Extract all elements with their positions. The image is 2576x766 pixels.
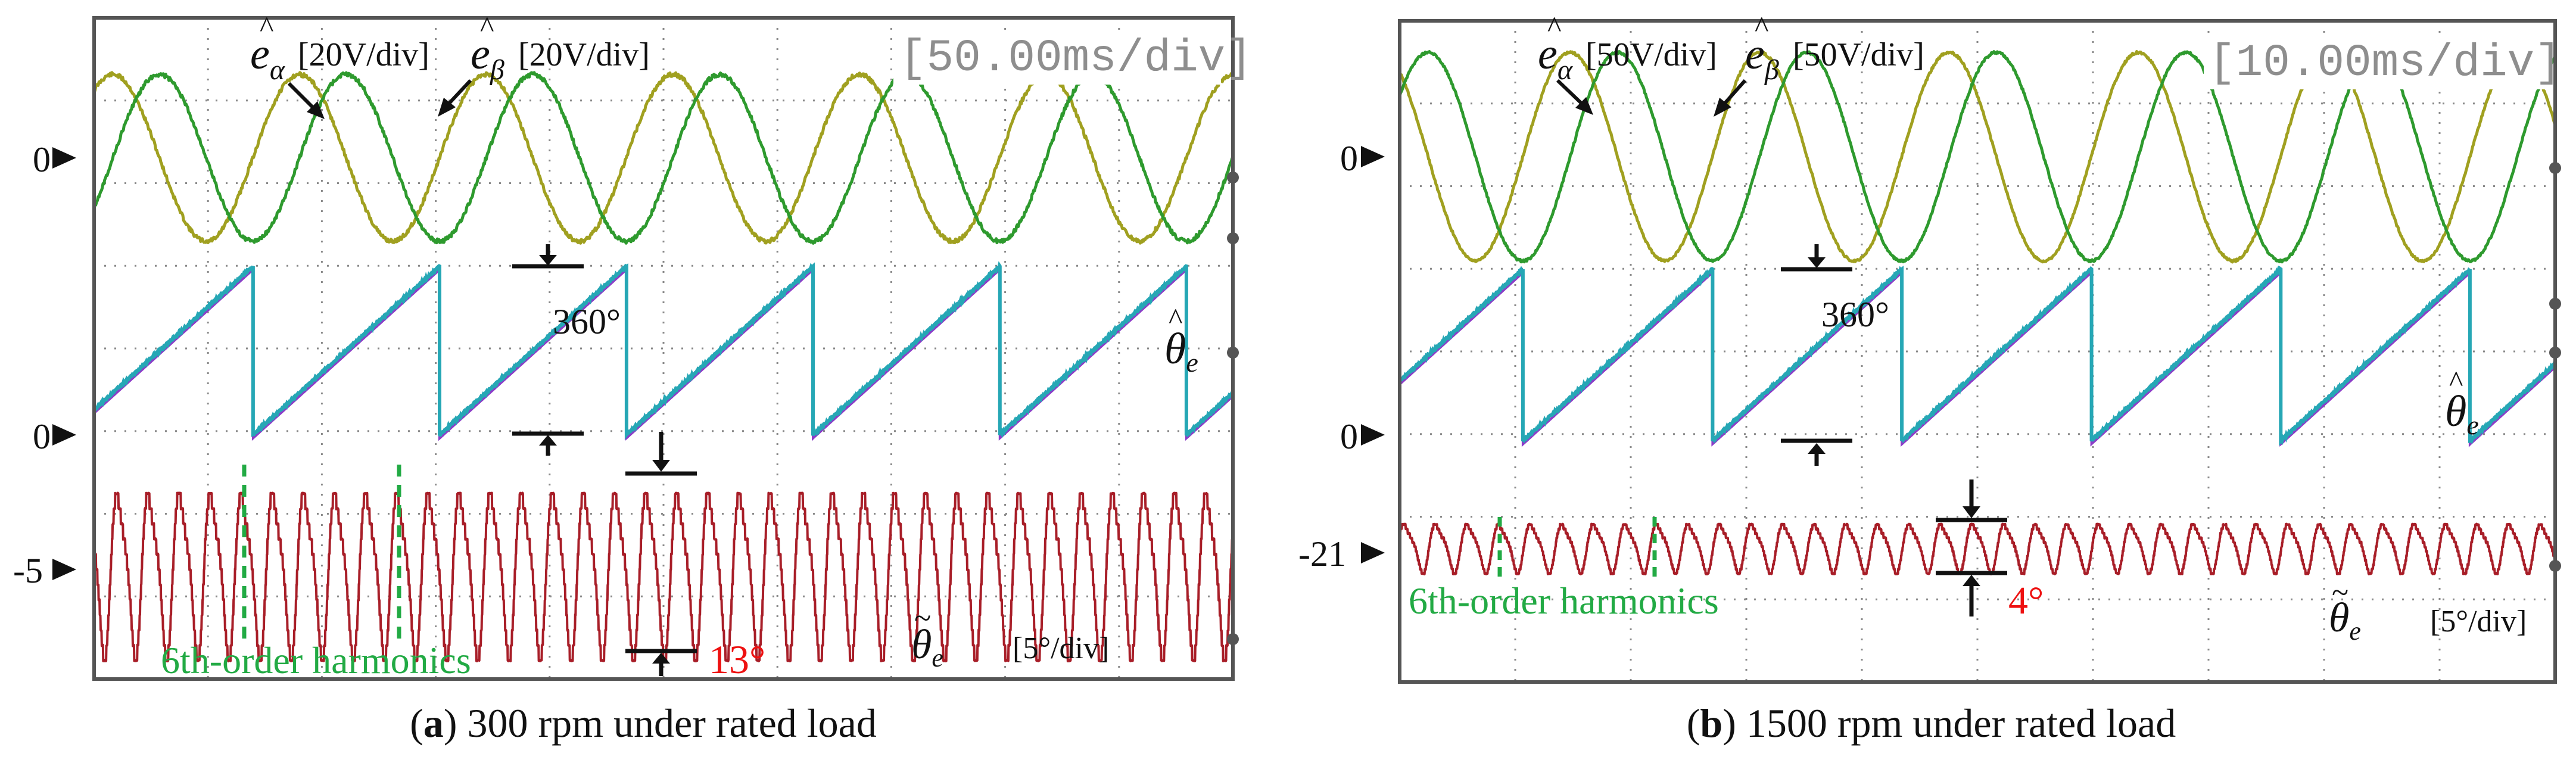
svg-text:[20V/div]: [20V/div]	[298, 36, 429, 73]
marker-theta-b: 0	[1340, 417, 1385, 456]
wave-thetaerr	[1398, 522, 2556, 575]
label-360-a: 360°	[553, 302, 621, 341]
wave-thetahat	[92, 261, 1235, 440]
svg-text:^: ^	[480, 10, 494, 43]
wave-thetahat	[1398, 265, 2556, 446]
wave-ealpha	[93, 71, 1235, 245]
label-ealpha-b: eα ^ [50V/div]	[1538, 10, 1717, 86]
label-amp-b: 4°	[2008, 579, 2044, 622]
arrow-ealpha-a	[287, 82, 325, 119]
label-360-b: 360°	[1821, 295, 1889, 334]
svg-text:[50V/div]: [50V/div]	[1586, 36, 1717, 73]
label-ealpha-a: eα ^ [20V/div]	[250, 10, 429, 86]
svg-text:^: ^	[2449, 365, 2463, 398]
svg-text:eα: eα	[1538, 30, 1573, 86]
label-thetahat-a: θe ^	[1164, 302, 1198, 378]
label-amp-a: 13°	[709, 637, 765, 682]
marker-emf-b: 0	[1340, 139, 1385, 178]
annot-360-b	[1781, 244, 1852, 466]
svg-text:eα: eα	[250, 30, 285, 86]
svg-text:0: 0	[33, 140, 51, 179]
marker-err-b: -21	[1298, 534, 1385, 574]
wave-theta-ref	[93, 266, 1234, 441]
marker-theta-a: 0	[33, 417, 76, 456]
svg-text:-21: -21	[1298, 534, 1346, 574]
label-ebeta-a: eβ ^ [20V/div]	[471, 10, 650, 86]
label-thetaerr-b: θe ~ [5°/div]	[2329, 576, 2527, 646]
annot-amp-a	[625, 432, 697, 676]
svg-text:^: ^	[1169, 302, 1182, 335]
svg-text:[5°/div]: [5°/div]	[2430, 605, 2527, 639]
svg-text:0: 0	[1340, 417, 1358, 456]
svg-text:[20V/div]: [20V/div]	[518, 36, 650, 73]
label-harmonics-a: 6th-order harmonics	[161, 639, 471, 681]
svg-text:^: ^	[260, 10, 273, 43]
scope-a: 0 0 -5 [50.00ms/div] eα ^ [20V/div] eβ ^…	[13, 10, 1253, 682]
label-harmonics-b: 6th-order harmonics	[1409, 580, 1719, 622]
timebase-a: [50.00ms/div]	[899, 33, 1253, 84]
panel-b: 0 0 -21 [10.00ms/div] eα ^ [50V/div] eβ …	[1287, 0, 2576, 766]
svg-text:eβ: eβ	[471, 30, 504, 86]
caption-b: (b) 1500 rpm under rated load	[1686, 700, 2176, 746]
annot-360-a	[512, 244, 584, 456]
svg-text:0: 0	[33, 417, 51, 456]
arrow-ealpha-b	[1556, 79, 1593, 115]
wave-ebeta	[92, 71, 1234, 245]
caption-a: (a) 300 rpm under rated load	[410, 700, 877, 746]
arrow-ebeta-b	[1714, 79, 1747, 117]
arrow-ebeta-a	[438, 79, 472, 117]
svg-text:~: ~	[2332, 576, 2348, 610]
marker-err-a: -5	[13, 551, 76, 590]
svg-text:^: ^	[1755, 10, 1768, 43]
svg-text:^: ^	[1547, 10, 1561, 43]
scope-b: 0 0 -21 [10.00ms/div] eα ^ [50V/div] eβ …	[1298, 10, 2562, 684]
svg-text:~: ~	[914, 602, 931, 636]
scope-waves-b	[1398, 49, 2557, 575]
panel-a: 0 0 -5 [50.00ms/div] eα ^ [20V/div] eβ ^…	[0, 0, 1287, 766]
svg-text:-5: -5	[13, 551, 43, 590]
svg-text:[50V/div]: [50V/div]	[1793, 36, 1924, 73]
scope-grid-b	[1400, 21, 2555, 682]
svg-text:[5°/div]: [5°/div]	[1013, 631, 1109, 665]
timebase-b: [10.00ms/div]	[2209, 38, 2562, 89]
label-thetahat-b: θe ^	[2445, 365, 2479, 440]
wave-ealpha	[1398, 49, 2557, 264]
annot-amp-b	[1936, 479, 2007, 616]
wave-theta-ref	[1398, 269, 2556, 447]
label-thetaerr-a: θe ~ [5°/div]	[911, 602, 1109, 672]
svg-text:θe: θe	[1164, 325, 1198, 378]
marker-emf-a: 0	[33, 140, 76, 179]
svg-text:0: 0	[1340, 139, 1358, 178]
